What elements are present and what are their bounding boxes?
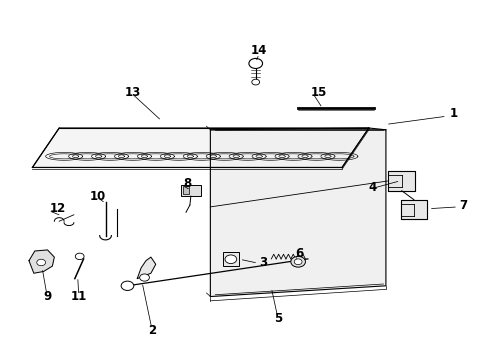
Circle shape <box>121 281 134 291</box>
Bar <box>181 185 200 196</box>
Text: 9: 9 <box>43 290 51 303</box>
Text: 15: 15 <box>310 86 326 99</box>
Text: 3: 3 <box>259 256 267 269</box>
Circle shape <box>140 274 149 281</box>
Circle shape <box>251 79 259 85</box>
Text: 13: 13 <box>124 86 140 99</box>
Text: 5: 5 <box>274 311 282 325</box>
Text: 12: 12 <box>49 202 65 215</box>
Polygon shape <box>32 128 368 167</box>
Text: 8: 8 <box>183 177 191 190</box>
Polygon shape <box>400 200 427 220</box>
Bar <box>182 186 189 194</box>
Text: 6: 6 <box>295 247 304 260</box>
Bar <box>222 252 239 266</box>
Circle shape <box>224 255 236 264</box>
Text: 14: 14 <box>250 44 267 57</box>
Circle shape <box>290 256 305 267</box>
Polygon shape <box>137 257 156 279</box>
Polygon shape <box>387 171 414 191</box>
Circle shape <box>37 259 45 266</box>
Polygon shape <box>210 130 385 297</box>
Text: 4: 4 <box>368 181 376 194</box>
Circle shape <box>248 58 262 68</box>
Text: 1: 1 <box>448 107 456 120</box>
Text: 2: 2 <box>147 324 156 337</box>
Polygon shape <box>29 250 54 273</box>
Circle shape <box>75 253 84 260</box>
Text: 10: 10 <box>90 190 106 203</box>
Text: 7: 7 <box>458 199 466 212</box>
Circle shape <box>294 259 302 265</box>
Text: 11: 11 <box>70 290 87 303</box>
